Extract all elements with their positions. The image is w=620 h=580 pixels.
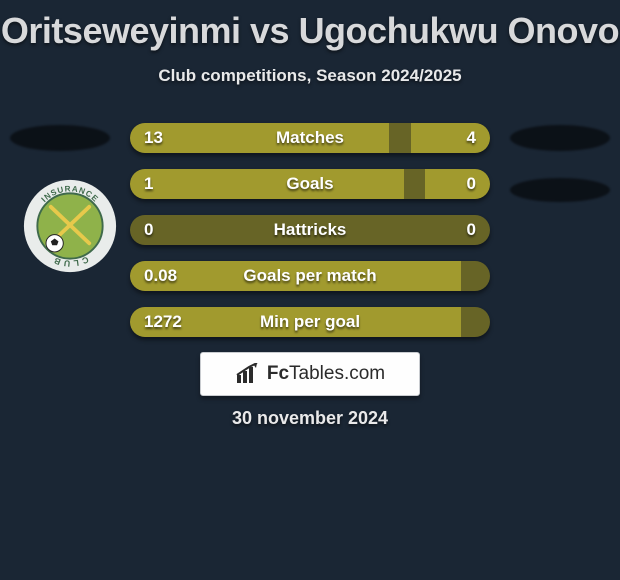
date-text: 30 november 2024 <box>0 408 620 429</box>
stat-bar-right-value: 4 <box>467 123 476 153</box>
logo-text: FcTables.com <box>267 363 385 385</box>
stat-bar-row: Hattricks0 0 <box>130 215 490 245</box>
comparison-card: Oritseweyinmi vs Ugochukwu Onovo Club co… <box>0 0 620 580</box>
stat-bar-left-fill <box>130 123 389 153</box>
stat-bar-row: Goals per match0.08 <box>130 261 490 291</box>
stat-bar-left-value: 13 <box>144 123 163 153</box>
stat-bar-row: Goals10 <box>130 169 490 199</box>
player-right-shadow-2 <box>510 178 610 202</box>
subtitle: Club competitions, Season 2024/2025 <box>0 66 620 86</box>
fctables-logo[interactable]: FcTables.com <box>200 352 420 396</box>
stat-bar-right-fill <box>411 123 490 153</box>
stat-bar-right-fill <box>425 169 490 199</box>
stat-bar-right-value: 0 <box>467 215 476 245</box>
stat-bar-row: Matches134 <box>130 123 490 153</box>
stat-bar-row: Min per goal1272 <box>130 307 490 337</box>
stat-bar-right-value: 0 <box>467 169 476 199</box>
page-title: Oritseweyinmi vs Ugochukwu Onovo <box>0 0 620 52</box>
stat-bar-label: Hattricks <box>130 215 490 245</box>
player-right-shadow <box>510 125 610 151</box>
stat-bar-left-value: 1 <box>144 169 153 199</box>
stat-bar-left-value: 1272 <box>144 307 182 337</box>
stat-bar-left-value: 0.08 <box>144 261 177 291</box>
club-crest: INSURANCE CLUB <box>22 178 118 274</box>
stat-bar-left-value: 0 <box>144 215 153 245</box>
stat-bars: Matches134Goals10Hattricks00Goals per ma… <box>130 123 490 353</box>
player-left-shadow <box>10 125 110 151</box>
stat-bar-left-fill <box>130 261 461 291</box>
stat-bar-left-fill <box>130 169 404 199</box>
chart-icon <box>235 363 261 385</box>
